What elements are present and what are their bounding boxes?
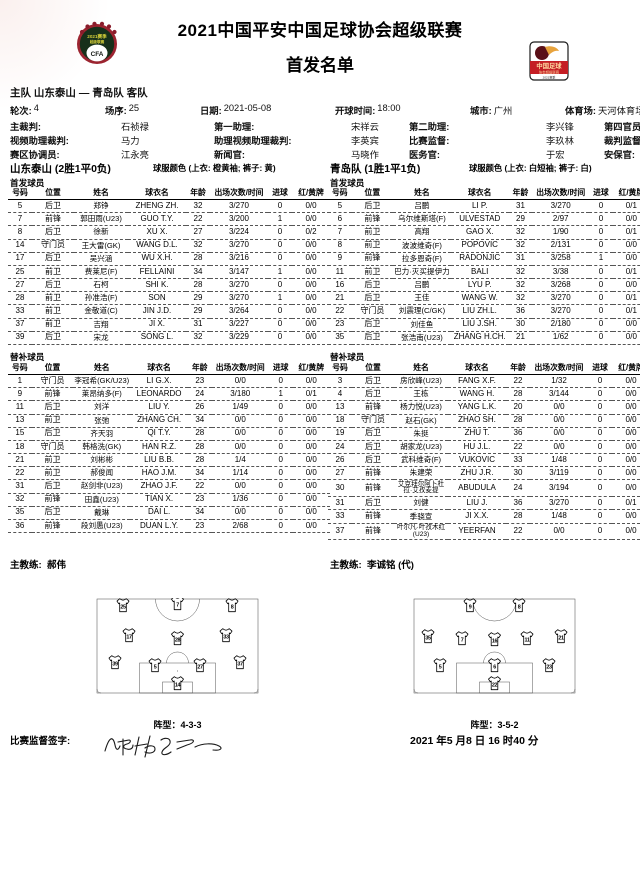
- svg-text:28: 28: [175, 637, 181, 643]
- svg-text:25: 25: [120, 604, 126, 610]
- svg-text:5: 5: [154, 664, 157, 670]
- svg-text:7: 7: [461, 637, 464, 643]
- svg-text:8: 8: [231, 604, 234, 610]
- svg-text:23: 23: [546, 664, 552, 670]
- svg-text:16: 16: [492, 638, 498, 644]
- svg-text:9: 9: [469, 604, 472, 610]
- svg-text:11: 11: [525, 637, 530, 643]
- svg-text:8: 8: [518, 604, 521, 610]
- svg-text:27: 27: [197, 664, 203, 670]
- svg-text:35: 35: [425, 635, 431, 641]
- svg-text:5: 5: [439, 664, 442, 670]
- svg-text:6: 6: [493, 664, 496, 670]
- svg-text:17: 17: [126, 634, 132, 640]
- svg-text:37: 37: [237, 661, 243, 667]
- svg-text:中国足球: 中国足球: [536, 61, 562, 70]
- svg-text:22: 22: [492, 682, 498, 688]
- svg-text:7: 7: [176, 602, 179, 608]
- svg-text:2021赛季: 2021赛季: [543, 75, 556, 80]
- svg-text:21: 21: [558, 635, 564, 641]
- svg-text:39: 39: [112, 661, 118, 667]
- svg-text:协会超级联赛: 协会超级联赛: [539, 70, 560, 75]
- svg-text:14: 14: [175, 682, 181, 688]
- svg-text:33: 33: [223, 634, 229, 640]
